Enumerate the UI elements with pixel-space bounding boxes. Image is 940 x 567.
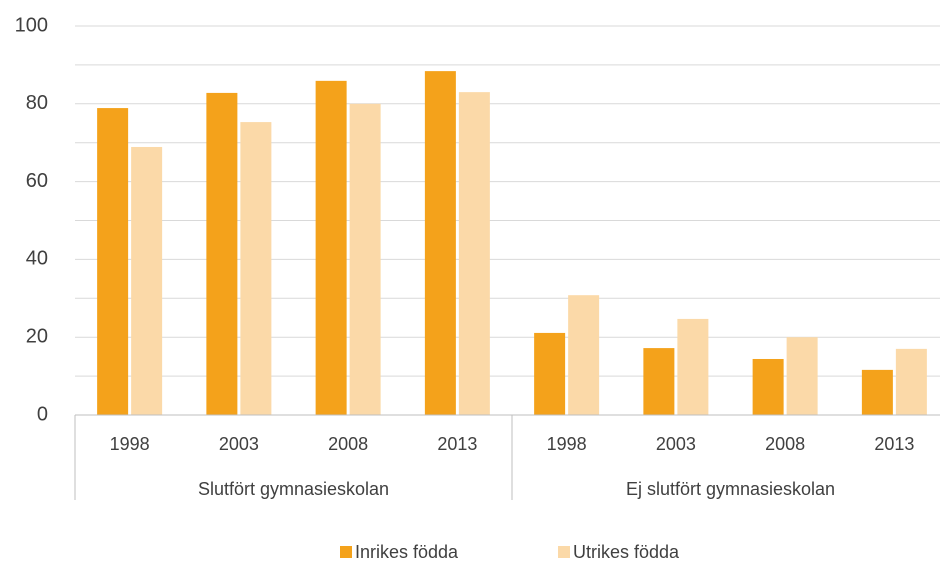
bar [643,348,675,415]
x-tick-label: 2013 [874,434,914,454]
y-tick-label: 60 [26,170,48,192]
bar [752,358,784,415]
legend-label: Inrikes födda [355,542,459,562]
group-label: Ej slutfört gymnasieskolan [626,479,835,499]
x-tick-label: 1998 [110,434,150,454]
y-tick-label: 20 [26,325,48,347]
y-tick-label: 40 [26,248,48,270]
x-tick-label: 2003 [219,434,259,454]
bar [349,103,381,416]
bar [424,71,456,416]
y-tick-label: 100 [15,14,48,36]
bar [568,295,600,415]
bar [895,348,927,415]
bar [97,108,129,415]
bar [861,369,893,415]
group-label: Slutfört gymnasieskolan [198,479,389,499]
bar [534,332,566,415]
bar [315,80,347,415]
y-tick-label: 0 [37,403,48,425]
y-tick-label: 80 [26,92,48,114]
bar [240,122,272,415]
x-tick-label: 2008 [328,434,368,454]
bar [131,146,163,415]
x-tick-label: 2013 [437,434,477,454]
bar [458,92,490,415]
x-tick-label: 1998 [547,434,587,454]
bar [677,318,709,415]
bar [206,92,238,416]
legend-swatch [340,546,352,558]
bar [786,337,818,415]
x-tick-label: 2003 [656,434,696,454]
legend-swatch [558,546,570,558]
legend-label: Utrikes födda [573,542,680,562]
x-tick-label: 2008 [765,434,805,454]
